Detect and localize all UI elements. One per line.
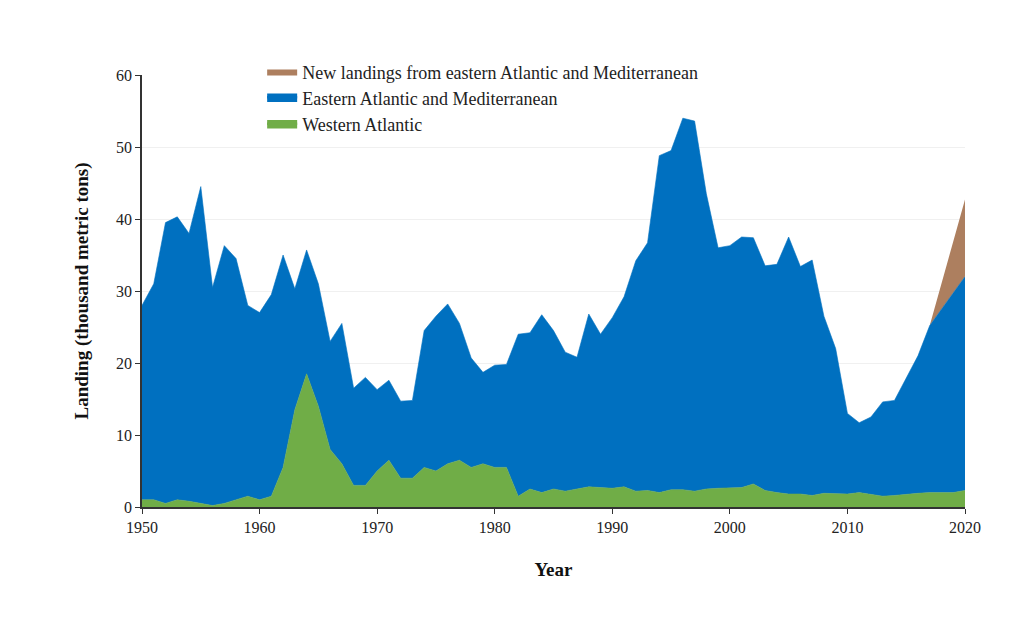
svg-text:20: 20 (116, 355, 132, 372)
svg-text:50: 50 (116, 139, 132, 156)
svg-text:Landing (thousand metric tons): Landing (thousand metric tons) (71, 162, 93, 419)
svg-text:2010: 2010 (831, 519, 863, 536)
svg-text:New landings from eastern Atla: New landings from eastern Atlantic and M… (302, 63, 698, 83)
svg-text:1950: 1950 (126, 519, 158, 536)
svg-text:Eastern Atlantic and Mediterra: Eastern Atlantic and Mediterranean (302, 89, 557, 109)
svg-text:1980: 1980 (479, 519, 511, 536)
svg-text:40: 40 (116, 211, 132, 228)
svg-text:1960: 1960 (244, 519, 276, 536)
svg-text:Western Atlantic: Western Atlantic (302, 115, 422, 135)
svg-text:0: 0 (124, 499, 132, 516)
svg-text:Year: Year (535, 559, 574, 580)
svg-text:30: 30 (116, 283, 132, 300)
svg-text:2020: 2020 (949, 519, 981, 536)
svg-text:1970: 1970 (361, 519, 393, 536)
svg-text:1990: 1990 (596, 519, 628, 536)
svg-text:2000: 2000 (714, 519, 746, 536)
svg-text:60: 60 (116, 67, 132, 84)
svg-text:10: 10 (116, 427, 132, 444)
